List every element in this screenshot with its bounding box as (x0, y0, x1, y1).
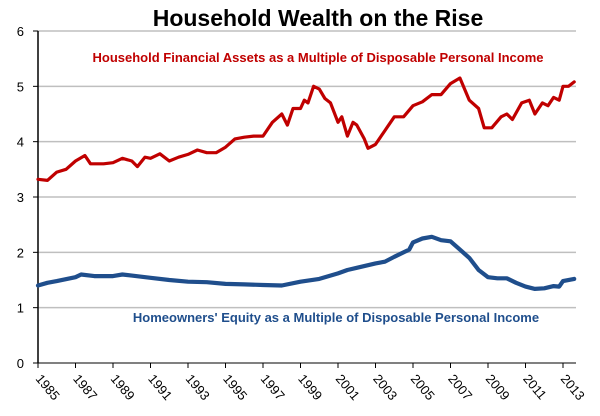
series-homeowners-equity (35, 234, 577, 291)
y-tick-label: 5 (17, 79, 24, 94)
x-tick-label: 2011 (520, 371, 549, 402)
x-tick-label: 1999 (295, 371, 325, 403)
annotation-homeowners-equity: Homeowners' Equity as a Multiple of Disp… (133, 310, 539, 325)
series-lines (35, 76, 577, 291)
x-tick-label: 1987 (70, 371, 100, 403)
x-tick-label: 1993 (183, 371, 213, 403)
x-tick-label: 1997 (258, 371, 288, 403)
y-tick-label: 4 (17, 135, 24, 150)
y-tick-label: 2 (17, 245, 24, 260)
x-tick-label: 2013 (558, 371, 588, 403)
y-tick-label: 1 (17, 301, 24, 316)
x-tick-label: 2001 (333, 371, 363, 403)
series-financial-assets (36, 76, 576, 182)
x-tick-label: 2009 (483, 371, 513, 403)
x-tick-label: 1995 (220, 371, 250, 403)
annotation-financial-assets: Household Financial Assets as a Multiple… (92, 50, 543, 65)
y-tick-label: 3 (17, 190, 24, 205)
x-tick-label: 1991 (145, 371, 175, 403)
y-tick-label: 6 (17, 24, 24, 39)
x-tick-label: 2005 (408, 371, 438, 403)
y-axis: 0 1 2 3 4 5 6 (17, 24, 39, 371)
y-tick-label: 0 (17, 356, 24, 371)
gridlines (38, 30, 576, 309)
x-tick-label: 2007 (445, 371, 475, 403)
x-tick-label: 2003 (370, 371, 400, 403)
x-tick-label: 1989 (108, 371, 138, 403)
x-tick-label: 1985 (33, 371, 63, 403)
chart-title: Household Wealth on the Rise (153, 5, 484, 31)
x-axis: 1985 1987 1989 1991 1993 1995 1997 1999 2001 2003… (33, 362, 588, 403)
